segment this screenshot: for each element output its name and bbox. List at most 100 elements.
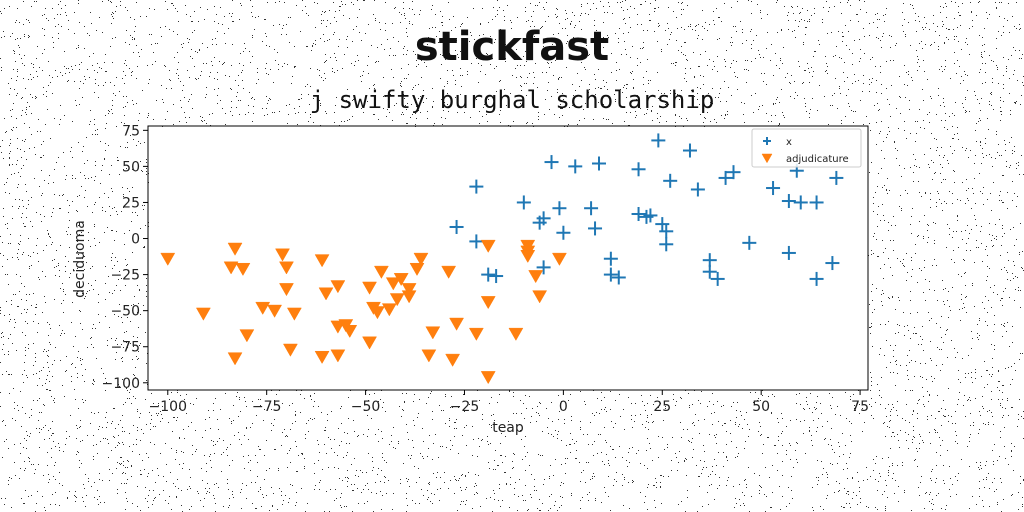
x-axis: −100 −75 −50 −25 0 25 50 75 <box>149 390 869 415</box>
point-adjudicature <box>385 277 401 291</box>
point-adjudicature <box>421 349 437 363</box>
point-adjudicature <box>330 349 346 363</box>
legend-label-x: x <box>786 137 792 148</box>
point-x <box>568 159 583 174</box>
point-adjudicature <box>373 265 389 279</box>
point-adjudicature <box>223 261 239 275</box>
point-adjudicature <box>528 270 544 284</box>
point-adjudicature <box>342 325 358 339</box>
y-tick-label: −75 <box>110 340 140 356</box>
point-x <box>536 260 551 275</box>
x-tick-label: −100 <box>149 399 187 415</box>
point-x <box>710 271 725 286</box>
point-x <box>603 267 618 282</box>
x-tick-label: −75 <box>252 399 282 415</box>
y-axis-label: deciduoma <box>72 220 88 298</box>
point-x <box>781 194 796 209</box>
point-x <box>591 156 606 171</box>
x-tick-label: −50 <box>351 399 381 415</box>
point-adjudicature <box>362 281 377 295</box>
point-x <box>663 173 678 188</box>
point-x <box>651 133 666 148</box>
point-x <box>809 195 824 210</box>
point-x <box>690 182 705 197</box>
point-adjudicature <box>508 327 524 341</box>
point-x <box>718 170 733 185</box>
x-tick-label: 25 <box>653 399 671 415</box>
point-adjudicature <box>195 307 211 321</box>
point-x <box>603 251 618 266</box>
y-tick-label: −25 <box>110 268 140 284</box>
point-adjudicature <box>279 283 294 297</box>
legend-marker-x <box>763 137 771 145</box>
point-adjudicature <box>314 254 330 268</box>
point-adjudicature <box>480 296 496 310</box>
point-x <box>655 217 670 232</box>
point-x <box>643 208 658 223</box>
point-adjudicature <box>409 262 425 276</box>
point-adjudicature <box>235 262 251 276</box>
point-adjudicature <box>362 336 377 350</box>
point-adjudicature <box>314 350 330 364</box>
point-adjudicature <box>318 287 334 301</box>
y-tick-label: 50 <box>122 159 140 175</box>
point-x <box>825 256 840 271</box>
plot-area <box>147 125 869 391</box>
point-adjudicature <box>330 280 346 294</box>
point-adjudicature <box>381 303 397 317</box>
point-adjudicature <box>160 252 176 266</box>
point-adjudicature <box>389 293 405 307</box>
point-x <box>809 271 824 286</box>
data-points <box>160 133 844 385</box>
point-adjudicature <box>227 242 243 256</box>
point-adjudicature <box>279 261 294 275</box>
point-x <box>781 245 796 260</box>
point-x <box>556 225 571 240</box>
point-x <box>552 201 567 216</box>
point-adjudicature <box>468 327 484 341</box>
point-x <box>489 269 504 284</box>
point-adjudicature <box>480 371 496 385</box>
point-x <box>588 221 603 236</box>
x-tick-label: 75 <box>851 399 869 415</box>
point-adjudicature <box>255 301 271 315</box>
point-x <box>481 267 496 282</box>
point-x <box>536 211 551 226</box>
chart-title: stickfast <box>414 24 610 70</box>
point-adjudicature <box>532 290 548 304</box>
legend: x adjudicature <box>751 128 862 168</box>
point-adjudicature <box>449 317 465 331</box>
point-adjudicature <box>551 252 567 266</box>
point-adjudicature <box>267 304 283 318</box>
x-tick-label: 0 <box>559 399 568 415</box>
point-x <box>469 234 484 249</box>
y-axis: 75 50 25 0 −25 −50 −75 −100 <box>102 123 148 392</box>
point-x <box>793 195 808 210</box>
point-x <box>742 235 757 250</box>
point-adjudicature <box>275 248 290 262</box>
y-tick-label: 25 <box>122 195 140 211</box>
point-x <box>611 270 626 285</box>
point-adjudicature <box>227 352 243 366</box>
point-x <box>516 195 531 210</box>
point-x <box>726 165 741 180</box>
point-adjudicature <box>366 301 381 315</box>
y-tick-label: 0 <box>131 232 140 248</box>
point-x <box>702 264 717 279</box>
point-x <box>469 179 484 194</box>
point-adjudicature <box>445 353 461 367</box>
point-x <box>544 155 559 170</box>
point-x <box>682 143 697 158</box>
point-x <box>631 207 646 221</box>
legend-marker-adjudicature <box>761 153 773 164</box>
point-adjudicature <box>239 329 255 343</box>
y-tick-label: −50 <box>110 304 140 320</box>
y-tick-label: −100 <box>102 376 140 392</box>
legend-label-adjudicature: adjudicature <box>786 154 849 165</box>
x-axis-label: teap <box>492 420 524 436</box>
point-adjudicature <box>413 252 429 266</box>
point-x <box>659 237 674 252</box>
point-adjudicature <box>480 239 496 253</box>
point-adjudicature <box>401 290 417 304</box>
